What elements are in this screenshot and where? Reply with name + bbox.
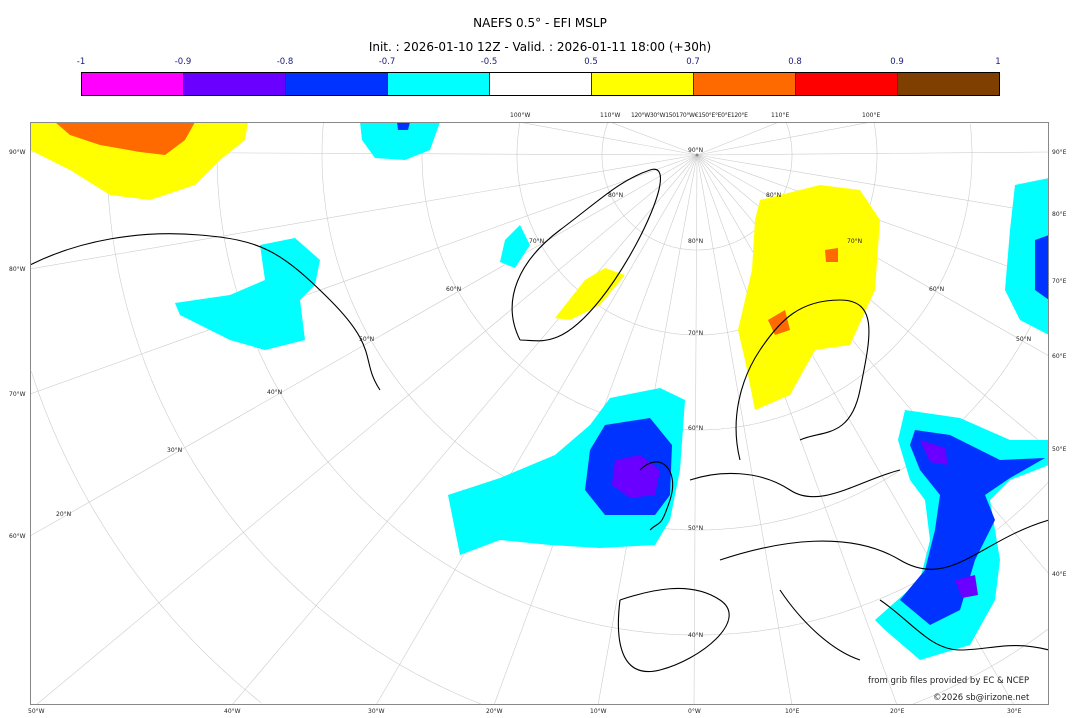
lon-label: 0°W [688, 708, 701, 715]
lon-label: 80°W [9, 266, 26, 273]
lat-label: 90°N [688, 147, 704, 154]
efi-shading [31, 123, 1048, 660]
lat-label: 60°N [929, 286, 945, 293]
lat-label: 50°N [359, 336, 375, 343]
colorbar-tick: -0.5 [480, 57, 498, 67]
lat-label: 70°N [847, 238, 863, 245]
north-pole-marker [695, 153, 699, 157]
latitude-circle [31, 371, 262, 704]
lat-label: 60°N [688, 425, 704, 432]
lon-label: 40°W [224, 708, 241, 715]
lon-label: 40°E [1052, 571, 1067, 578]
lon-label: 30°E [1007, 708, 1022, 715]
lon-label: 100°E [862, 112, 881, 119]
map-title: NAEFS 0.5° - EFI MSLP [473, 16, 607, 30]
colorbar-swatch [796, 73, 898, 95]
lon-label: 110°W [600, 112, 621, 119]
lon-label: 30°W [368, 708, 385, 715]
colorbar-swatch [490, 73, 592, 95]
colorbar-swatch [184, 73, 286, 95]
colorbar-swatch [286, 73, 388, 95]
data-source-credit: from grib files provided by EC & NCEP [868, 676, 1030, 686]
lon-label: 20°E [890, 708, 905, 715]
lon-label: 10°W [590, 708, 607, 715]
lat-label: 80°N [766, 192, 782, 199]
lon-label: 50°E [1052, 446, 1067, 453]
lon-label: 50°W [28, 708, 45, 715]
colorbar-tick: 0.5 [584, 57, 598, 67]
lon-label: 20°W [486, 708, 503, 715]
lon-label: 10°E [785, 708, 800, 715]
colorbar-swatch [388, 73, 490, 95]
lon-label: 90°W [9, 149, 26, 156]
lat-label: 30°N [167, 447, 183, 454]
lat-label: 80°N [688, 238, 704, 245]
map-panel [30, 122, 1049, 705]
colorbar-swatch [898, 73, 999, 95]
lon-label: 80°E [1052, 211, 1067, 218]
lon-label: 120°W30°W150170°W€150°E°E0°E120°E [631, 112, 748, 119]
lat-label: 40°N [688, 632, 704, 639]
lon-label: 90°E [1052, 149, 1067, 156]
lat-label: 80°N [608, 192, 624, 199]
lon-label: 60°E [1052, 353, 1067, 360]
colorbar-tick: 0.9 [890, 57, 904, 67]
lat-label: 70°N [688, 330, 704, 337]
colorbar-swatch [82, 73, 184, 95]
lon-label: 60°W [9, 533, 26, 540]
colorbar [81, 72, 1000, 96]
coastlines [31, 168, 1048, 673]
lat-label: 50°N [1016, 336, 1032, 343]
colorbar-tick: -0.8 [276, 57, 294, 67]
lon-label: 100°W [510, 112, 531, 119]
colorbar-tick: -0.7 [378, 57, 396, 67]
colorbar-tick: -1 [76, 57, 86, 67]
colorbar-swatch [694, 73, 796, 95]
lon-label: 110°E [771, 112, 790, 119]
lat-label: 60°N [446, 286, 462, 293]
lat-label: 20°N [56, 511, 72, 518]
map-subtitle: Init. : 2026-01-10 12Z - Valid. : 2026-0… [368, 40, 712, 54]
latitude-circle [106, 124, 1048, 704]
lon-label: 70°E [1052, 278, 1067, 285]
colorbar-swatch [592, 73, 694, 95]
colorbar-tick: -0.9 [174, 57, 192, 67]
lat-label: 70°N [529, 238, 545, 245]
copyright: ©2026 sb@irizone.net [933, 693, 1030, 703]
lat-label: 50°N [688, 525, 704, 532]
colorbar-tick: 0.7 [686, 57, 700, 67]
lon-label: 70°W [9, 391, 26, 398]
lat-label: 40°N [267, 389, 283, 396]
colorbar-tick: 1 [995, 57, 1001, 67]
efi-map [31, 123, 1048, 704]
colorbar-tick: 0.8 [788, 57, 802, 67]
latitude-circle [216, 125, 1048, 636]
